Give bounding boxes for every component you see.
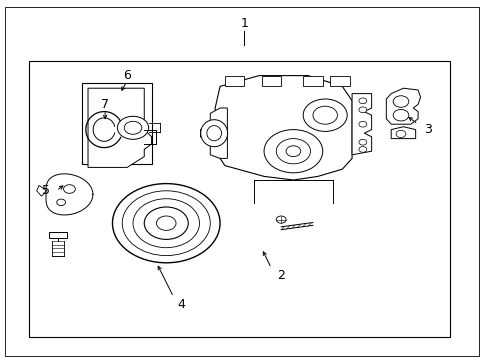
Ellipse shape [201,120,227,147]
Bar [29,61,449,337]
Circle shape [57,199,65,206]
Circle shape [112,184,220,263]
Circle shape [312,106,337,124]
Circle shape [133,199,199,248]
Circle shape [276,216,285,223]
Circle shape [303,99,346,131]
Circle shape [63,185,75,193]
Circle shape [276,139,310,164]
Polygon shape [88,88,151,167]
Text: 3: 3 [423,123,431,136]
Circle shape [264,130,322,173]
Circle shape [144,207,188,239]
Polygon shape [37,185,46,196]
Circle shape [285,146,300,157]
Circle shape [358,121,366,127]
Ellipse shape [206,126,221,141]
Circle shape [358,147,366,152]
Polygon shape [351,94,371,155]
Polygon shape [390,127,415,139]
Text: 1: 1 [240,17,248,30]
Circle shape [392,109,408,121]
Bar [261,76,281,86]
Circle shape [358,98,366,104]
Text: 4: 4 [177,298,184,311]
Bar [303,76,322,86]
Text: 5: 5 [42,184,50,197]
Circle shape [122,191,210,256]
Text: 7: 7 [101,98,109,111]
Polygon shape [386,88,420,124]
Circle shape [117,116,148,139]
Circle shape [124,121,142,134]
Bar [82,83,151,164]
Polygon shape [215,76,351,180]
Bar [329,76,349,86]
Bar [49,232,66,238]
Text: 6: 6 [123,69,131,82]
Circle shape [392,96,408,107]
Circle shape [358,107,366,113]
Bar [224,76,244,86]
Circle shape [358,139,366,145]
Circle shape [156,216,176,230]
Circle shape [395,130,405,138]
Text: 2: 2 [277,269,285,282]
Polygon shape [200,108,227,158]
